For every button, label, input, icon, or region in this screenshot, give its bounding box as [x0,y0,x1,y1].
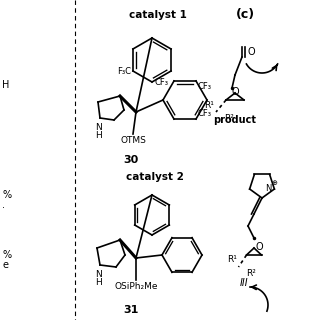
Text: O: O [231,87,239,97]
Text: e: e [2,260,8,270]
Text: %: % [2,190,11,200]
Text: (c): (c) [236,8,255,21]
Text: 31: 31 [123,305,139,315]
Text: H: H [2,80,9,90]
Text: R¹: R¹ [227,255,236,265]
Text: 30: 30 [124,155,139,165]
Text: N: N [95,123,101,132]
Text: III: III [240,278,248,288]
Text: R¹: R¹ [204,100,214,109]
Text: R²: R² [224,114,234,123]
Text: CF₃: CF₃ [197,109,211,118]
Text: product: product [213,115,257,125]
Text: R²: R² [246,268,256,277]
Text: O: O [255,242,263,252]
Text: .: . [2,200,5,210]
Text: catalyst 2: catalyst 2 [126,172,184,182]
Text: ⊕: ⊕ [271,180,277,186]
Text: O: O [247,47,255,57]
Text: OTMS: OTMS [120,136,146,145]
Text: H: H [95,131,101,140]
Text: OSiPh₂Me: OSiPh₂Me [114,282,158,291]
Text: F₃C: F₃C [117,67,131,76]
Text: CF₃: CF₃ [154,77,168,86]
Text: N: N [95,270,101,279]
Text: N: N [265,183,271,193]
Text: CF₃: CF₃ [197,82,211,91]
Text: H: H [95,278,101,287]
Text: %: % [2,250,11,260]
Text: catalyst 1: catalyst 1 [129,10,187,20]
